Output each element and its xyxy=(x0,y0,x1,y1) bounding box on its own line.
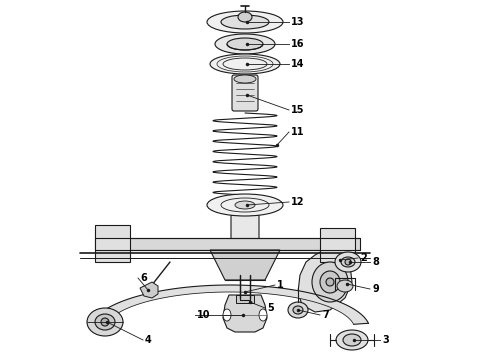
Text: 9: 9 xyxy=(372,284,379,294)
Text: 12: 12 xyxy=(291,197,304,207)
Text: 11: 11 xyxy=(291,127,304,137)
Ellipse shape xyxy=(101,318,109,326)
Text: 7: 7 xyxy=(322,310,329,320)
Ellipse shape xyxy=(207,194,283,216)
Ellipse shape xyxy=(95,314,115,330)
Polygon shape xyxy=(236,295,254,303)
Ellipse shape xyxy=(293,306,303,314)
Ellipse shape xyxy=(345,259,351,265)
Ellipse shape xyxy=(207,11,283,33)
Ellipse shape xyxy=(215,34,275,54)
Text: 15: 15 xyxy=(291,105,304,115)
Ellipse shape xyxy=(238,12,252,22)
Ellipse shape xyxy=(312,262,348,302)
FancyBboxPatch shape xyxy=(232,75,258,111)
Ellipse shape xyxy=(210,54,280,74)
Polygon shape xyxy=(95,225,130,262)
Text: 14: 14 xyxy=(291,59,304,69)
Ellipse shape xyxy=(343,334,361,346)
Ellipse shape xyxy=(235,201,255,209)
Ellipse shape xyxy=(336,330,368,350)
Text: 5: 5 xyxy=(267,303,274,313)
Text: 4: 4 xyxy=(145,335,152,345)
Polygon shape xyxy=(320,228,355,262)
Ellipse shape xyxy=(227,38,263,50)
Ellipse shape xyxy=(335,252,361,272)
Polygon shape xyxy=(210,250,280,280)
Text: 13: 13 xyxy=(291,17,304,27)
Ellipse shape xyxy=(288,302,308,318)
Ellipse shape xyxy=(337,280,353,292)
Polygon shape xyxy=(95,238,360,250)
Polygon shape xyxy=(140,282,158,298)
Text: 2: 2 xyxy=(360,253,367,263)
Text: 10: 10 xyxy=(197,310,211,320)
Polygon shape xyxy=(223,295,267,332)
Ellipse shape xyxy=(259,309,267,321)
Polygon shape xyxy=(90,285,368,328)
Ellipse shape xyxy=(234,75,256,83)
Text: 1: 1 xyxy=(277,280,284,290)
Ellipse shape xyxy=(221,15,269,29)
Ellipse shape xyxy=(223,309,231,321)
Ellipse shape xyxy=(87,308,123,336)
Ellipse shape xyxy=(320,271,340,293)
Ellipse shape xyxy=(326,278,334,286)
Polygon shape xyxy=(298,248,352,312)
Text: 8: 8 xyxy=(372,257,379,267)
Text: 16: 16 xyxy=(291,39,304,49)
Polygon shape xyxy=(231,215,259,275)
Text: 3: 3 xyxy=(382,335,389,345)
Ellipse shape xyxy=(341,257,355,267)
Text: 6: 6 xyxy=(140,273,147,283)
